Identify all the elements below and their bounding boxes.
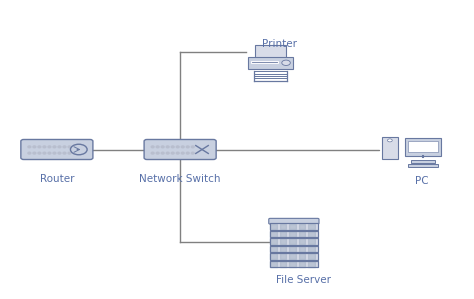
Circle shape — [166, 152, 169, 154]
Circle shape — [68, 146, 71, 148]
Circle shape — [58, 152, 61, 154]
FancyBboxPatch shape — [411, 160, 435, 163]
Circle shape — [151, 146, 154, 148]
Circle shape — [166, 146, 169, 148]
FancyBboxPatch shape — [270, 246, 318, 252]
FancyBboxPatch shape — [270, 231, 318, 237]
Circle shape — [63, 152, 66, 154]
Circle shape — [181, 152, 184, 154]
FancyBboxPatch shape — [270, 253, 318, 260]
Circle shape — [176, 152, 179, 154]
FancyBboxPatch shape — [270, 238, 318, 245]
Circle shape — [181, 146, 184, 148]
FancyBboxPatch shape — [269, 218, 319, 224]
FancyBboxPatch shape — [408, 164, 438, 167]
Text: Router: Router — [40, 174, 74, 184]
Circle shape — [48, 152, 51, 154]
Circle shape — [53, 146, 56, 148]
Circle shape — [43, 152, 46, 154]
FancyBboxPatch shape — [270, 223, 318, 230]
Circle shape — [282, 60, 290, 65]
FancyBboxPatch shape — [21, 139, 93, 160]
Circle shape — [171, 152, 174, 154]
Circle shape — [38, 146, 41, 148]
Text: Printer: Printer — [262, 39, 297, 49]
Circle shape — [43, 146, 46, 148]
Circle shape — [33, 152, 36, 154]
Circle shape — [53, 152, 56, 154]
Circle shape — [63, 146, 66, 148]
Circle shape — [186, 152, 189, 154]
Circle shape — [171, 146, 174, 148]
Circle shape — [28, 152, 31, 154]
Circle shape — [191, 152, 194, 154]
FancyBboxPatch shape — [270, 261, 318, 267]
FancyBboxPatch shape — [144, 139, 216, 160]
Circle shape — [161, 152, 164, 154]
Circle shape — [68, 152, 71, 154]
Circle shape — [186, 146, 189, 148]
FancyBboxPatch shape — [382, 137, 398, 159]
Circle shape — [156, 152, 159, 154]
Circle shape — [156, 146, 159, 148]
Text: Network Switch: Network Switch — [139, 174, 221, 184]
Circle shape — [161, 146, 164, 148]
Circle shape — [191, 146, 194, 148]
Circle shape — [28, 146, 31, 148]
Text: PC: PC — [415, 176, 428, 186]
Circle shape — [71, 144, 87, 155]
Circle shape — [176, 146, 179, 148]
Circle shape — [58, 146, 61, 148]
FancyBboxPatch shape — [255, 45, 285, 58]
Circle shape — [33, 146, 36, 148]
FancyBboxPatch shape — [247, 57, 292, 69]
Text: File Server: File Server — [276, 275, 331, 285]
FancyBboxPatch shape — [408, 141, 438, 152]
Circle shape — [151, 152, 154, 154]
FancyBboxPatch shape — [405, 138, 441, 156]
Circle shape — [48, 146, 51, 148]
Circle shape — [387, 139, 392, 142]
Circle shape — [38, 152, 41, 154]
